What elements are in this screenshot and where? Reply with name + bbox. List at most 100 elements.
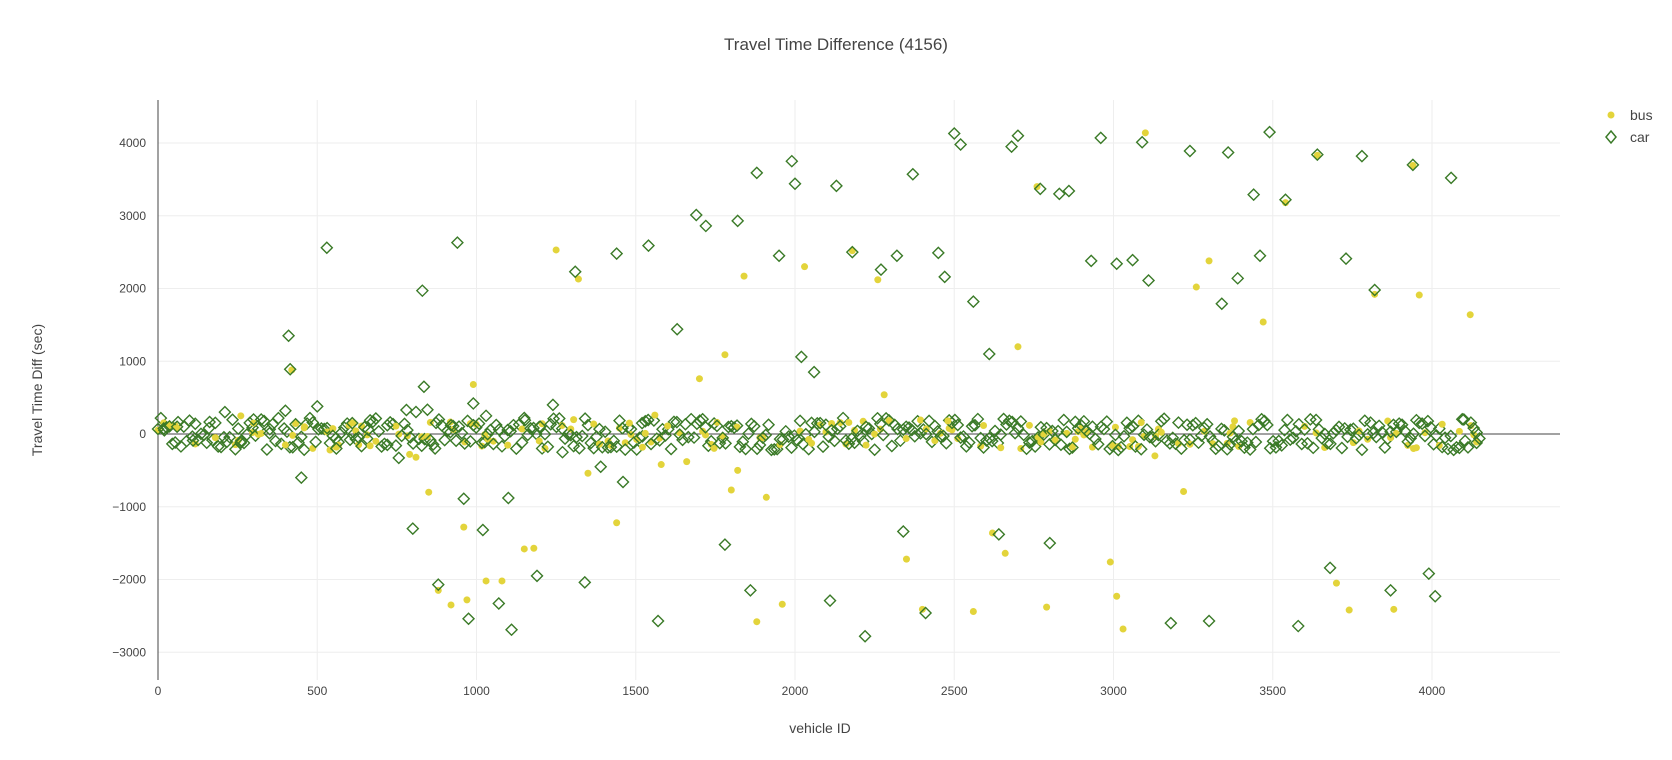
bus-point [1438,420,1446,428]
car-point [1232,424,1246,438]
car-point [1002,414,1016,428]
bus-point [1404,441,1412,449]
bus-point [836,419,844,427]
bus-point [1151,452,1159,460]
car-point [1407,427,1421,441]
bus-point [535,437,543,445]
bus-point [1106,558,1114,566]
car-point [764,443,778,457]
car-point [1253,249,1267,263]
car-point [1467,421,1481,435]
car-point [217,430,231,444]
bus-point [969,608,977,616]
y-tick-label: 2000 [119,282,146,296]
car-point [1398,424,1412,438]
bus-point [1421,429,1429,437]
car-point [853,429,867,443]
data-points [151,125,1486,643]
car-point [527,421,541,435]
bus-point [1192,283,1200,291]
car-point [392,451,406,465]
car-point [1142,274,1156,287]
car-point [618,443,632,457]
car-point [1117,429,1131,443]
car-point [1051,424,1065,438]
bus-point [1301,422,1309,430]
x-tick-label: 1000 [463,684,490,698]
car-point [1421,414,1435,428]
bus-point [1345,606,1353,614]
car-point [1183,144,1197,158]
car-point [1022,436,1036,450]
bus-point [1113,592,1121,600]
car-point [417,380,431,394]
car-point [739,442,753,456]
car-point [595,440,609,454]
car-point [309,435,323,449]
car-point [670,415,684,429]
car-point [1005,140,1019,154]
car-point [1212,439,1226,453]
car-point [689,208,703,222]
bus-point [1109,442,1117,450]
car-point [607,434,621,448]
car-point [776,433,790,447]
car-point [1200,417,1214,431]
legend-item-bus[interactable]: bus [1607,107,1653,123]
car-point [874,263,888,277]
car-point [859,420,873,434]
legend-bus-marker-icon [1607,111,1615,119]
car-point [492,597,506,610]
car-point [979,434,993,448]
bus-point [1466,311,1474,319]
car-point [1306,441,1320,455]
car-point [283,362,297,376]
legend-item-car[interactable]: car [1605,129,1650,145]
car-point [1447,443,1461,457]
car-point [486,437,500,451]
bus-point [1390,605,1398,613]
car-point [303,411,317,425]
bus-point [902,435,910,443]
car-point [1461,440,1475,454]
car-point [951,418,965,432]
legend[interactable]: bus car [1605,107,1653,145]
car-point [750,166,764,180]
car-point [779,424,793,438]
car-point [871,411,884,425]
car-point [992,527,1006,541]
car-point [947,127,961,141]
bus-point [447,601,455,609]
car-point [1120,416,1134,430]
car-point [836,411,850,425]
car-point [446,419,460,433]
car-point [1309,413,1323,427]
car-point [409,405,423,419]
bus-point [613,519,621,527]
x-axis-title: vehicle ID [789,720,850,736]
bus-point [734,466,742,474]
car-point [982,347,996,361]
car-point [939,436,953,450]
bus-point [1051,436,1059,444]
car-point [568,265,582,279]
bus-point [641,429,649,437]
y-tick-label: 0 [139,427,146,441]
car-point [406,522,420,536]
bus-point [1455,427,1463,435]
car-point [1422,567,1436,581]
car-point [476,523,490,537]
y-tick-label: 1000 [119,354,146,368]
car-point [1386,418,1400,432]
bus-point [482,577,490,585]
bus-point [372,437,380,445]
car-point [541,440,555,454]
car-point [785,154,799,168]
bus-point [948,426,956,434]
bus-point [664,422,672,430]
car-point [882,413,896,427]
bus-point [281,441,289,449]
car-point [716,431,730,445]
x-tick-label: 500 [307,684,327,698]
grid-lines [158,100,1560,680]
